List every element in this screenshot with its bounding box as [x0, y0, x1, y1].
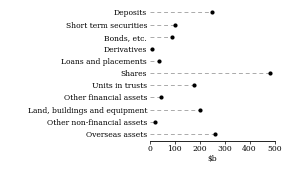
- X-axis label: $b: $b: [207, 155, 217, 163]
